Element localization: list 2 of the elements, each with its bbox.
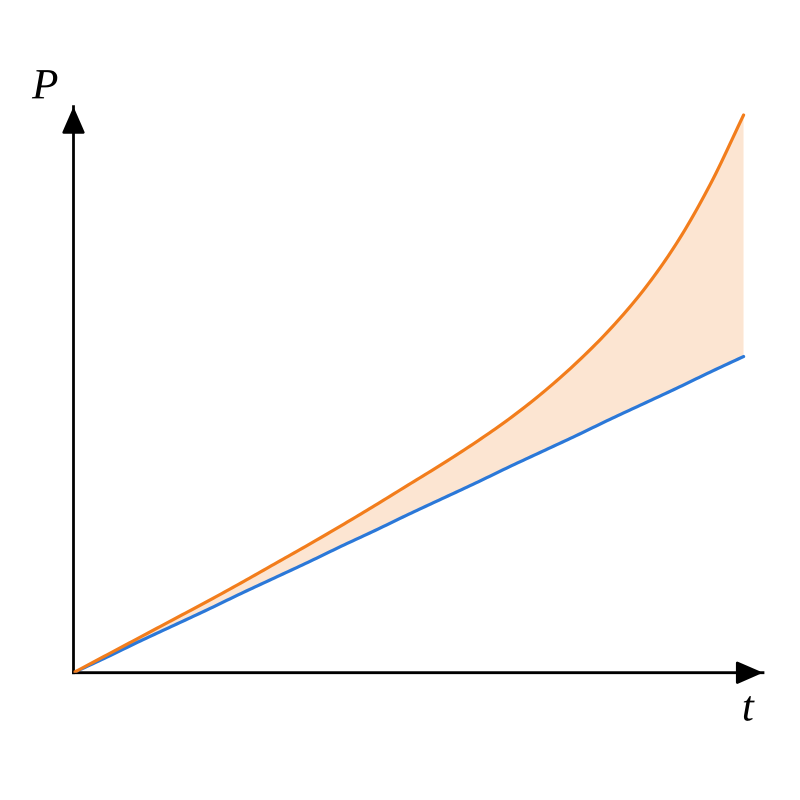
y-axis-title: P — [32, 70, 58, 98]
x-axis-title: t — [744, 696, 755, 721]
